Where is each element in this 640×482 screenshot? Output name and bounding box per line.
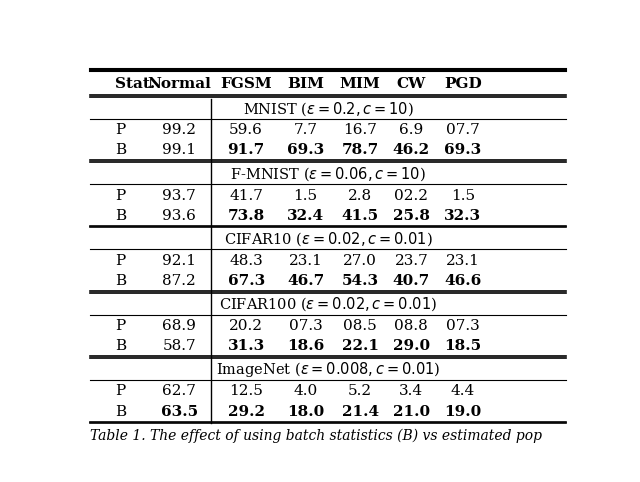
Text: 92.1: 92.1 — [162, 254, 196, 268]
Text: 22.1: 22.1 — [342, 339, 379, 353]
Text: 02.2: 02.2 — [394, 188, 428, 202]
Text: 58.7: 58.7 — [163, 339, 196, 353]
Text: 62.7: 62.7 — [163, 385, 196, 399]
Text: 4.4: 4.4 — [451, 385, 475, 399]
Text: 63.5: 63.5 — [161, 404, 198, 418]
Text: 6.9: 6.9 — [399, 123, 424, 137]
Text: 25.8: 25.8 — [393, 209, 430, 223]
Text: 41.5: 41.5 — [342, 209, 379, 223]
Text: B: B — [115, 274, 126, 288]
Text: CW: CW — [397, 77, 426, 91]
Text: ImageNet ($\epsilon = 0.008, c = 0.01$): ImageNet ($\epsilon = 0.008, c = 0.01$) — [216, 361, 440, 379]
Text: BIM: BIM — [287, 77, 324, 91]
Text: 27.0: 27.0 — [343, 254, 377, 268]
Text: PGD: PGD — [444, 77, 482, 91]
Text: 2.8: 2.8 — [348, 188, 372, 202]
Text: 23.1: 23.1 — [289, 254, 323, 268]
Text: B: B — [115, 143, 126, 157]
Text: 29.0: 29.0 — [393, 339, 430, 353]
Text: P: P — [115, 385, 125, 399]
Text: 91.7: 91.7 — [228, 143, 265, 157]
Text: 46.2: 46.2 — [393, 143, 430, 157]
Text: CIFAR100 ($\epsilon = 0.02, c = 0.01$): CIFAR100 ($\epsilon = 0.02, c = 0.01$) — [219, 296, 437, 313]
Text: 67.3: 67.3 — [228, 274, 265, 288]
Text: 1.5: 1.5 — [294, 188, 317, 202]
Text: 21.0: 21.0 — [393, 404, 430, 418]
Text: B: B — [115, 339, 126, 353]
Text: 93.7: 93.7 — [163, 188, 196, 202]
Text: B: B — [115, 404, 126, 418]
Text: 40.7: 40.7 — [393, 274, 430, 288]
Text: 69.3: 69.3 — [444, 143, 481, 157]
Text: MIM: MIM — [340, 77, 381, 91]
Text: 23.1: 23.1 — [446, 254, 480, 268]
Text: F-MNIST ($\epsilon = 0.06, c = 10$): F-MNIST ($\epsilon = 0.06, c = 10$) — [230, 165, 426, 183]
Text: 21.4: 21.4 — [342, 404, 379, 418]
Text: 07.3: 07.3 — [446, 319, 480, 333]
Text: FGSM: FGSM — [220, 77, 272, 91]
Text: 07.3: 07.3 — [289, 319, 323, 333]
Text: 73.8: 73.8 — [228, 209, 265, 223]
Text: 4.0: 4.0 — [294, 385, 318, 399]
Text: 7.7: 7.7 — [294, 123, 317, 137]
Text: 31.3: 31.3 — [228, 339, 265, 353]
Text: 5.2: 5.2 — [348, 385, 372, 399]
Text: 19.0: 19.0 — [444, 404, 481, 418]
Text: 41.7: 41.7 — [229, 188, 263, 202]
Text: 18.6: 18.6 — [287, 339, 324, 353]
Text: 99.1: 99.1 — [162, 143, 196, 157]
Text: P: P — [115, 319, 125, 333]
Text: 46.7: 46.7 — [287, 274, 324, 288]
Text: Table 1. The effect of using batch statistics (B) vs estimated pop: Table 1. The effect of using batch stati… — [90, 429, 542, 443]
Text: 59.6: 59.6 — [229, 123, 263, 137]
Text: 3.4: 3.4 — [399, 385, 424, 399]
Text: 1.5: 1.5 — [451, 188, 475, 202]
Text: 18.0: 18.0 — [287, 404, 324, 418]
Text: P: P — [115, 123, 125, 137]
Text: 87.2: 87.2 — [163, 274, 196, 288]
Text: 32.3: 32.3 — [444, 209, 481, 223]
Text: 68.9: 68.9 — [163, 319, 196, 333]
Text: 23.7: 23.7 — [394, 254, 428, 268]
Text: 18.5: 18.5 — [444, 339, 481, 353]
Text: B: B — [115, 209, 126, 223]
Text: P: P — [115, 254, 125, 268]
Text: 29.2: 29.2 — [228, 404, 265, 418]
Text: 54.3: 54.3 — [342, 274, 379, 288]
Text: CIFAR10 ($\epsilon = 0.02, c = 0.01$): CIFAR10 ($\epsilon = 0.02, c = 0.01$) — [223, 230, 433, 248]
Text: P: P — [115, 188, 125, 202]
Text: 99.2: 99.2 — [162, 123, 196, 137]
Text: Normal: Normal — [147, 77, 211, 91]
Text: 69.3: 69.3 — [287, 143, 324, 157]
Text: 20.2: 20.2 — [229, 319, 263, 333]
Text: 93.6: 93.6 — [163, 209, 196, 223]
Text: 78.7: 78.7 — [342, 143, 379, 157]
Text: 08.5: 08.5 — [344, 319, 377, 333]
Text: 48.3: 48.3 — [229, 254, 263, 268]
Text: 46.6: 46.6 — [444, 274, 481, 288]
Text: 08.8: 08.8 — [394, 319, 428, 333]
Text: MNIST ($\epsilon = 0.2, c = 10$): MNIST ($\epsilon = 0.2, c = 10$) — [243, 100, 413, 118]
Text: Stat.: Stat. — [115, 77, 155, 91]
Text: 32.4: 32.4 — [287, 209, 324, 223]
Text: 16.7: 16.7 — [343, 123, 377, 137]
Text: 07.7: 07.7 — [446, 123, 480, 137]
Text: 12.5: 12.5 — [229, 385, 263, 399]
